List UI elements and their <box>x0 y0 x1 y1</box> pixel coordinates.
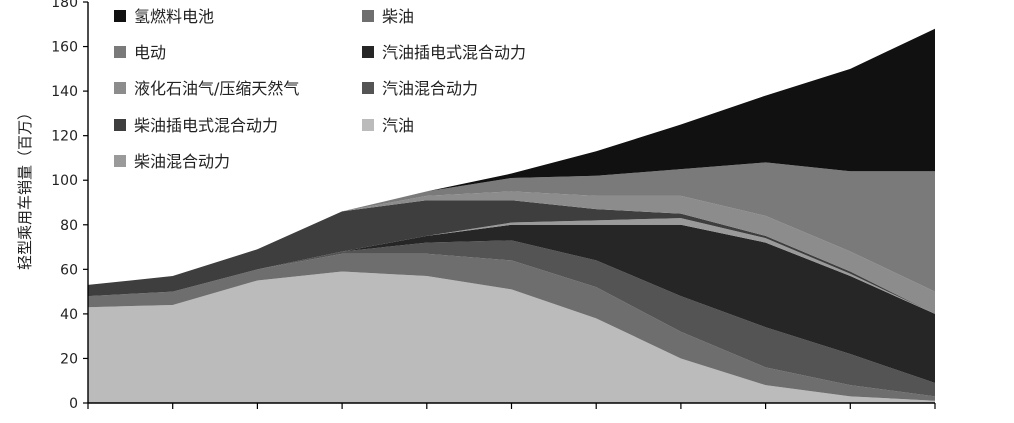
y-tick-label: 120 <box>51 129 78 145</box>
legend-label: 柴油 <box>382 7 414 26</box>
area-series-3 <box>88 224 935 383</box>
y-tick-label: 0 <box>69 396 78 412</box>
legend-label: 汽油插电式混合动力 <box>382 43 526 62</box>
legend-item: 柴油插电式混合动力 <box>114 116 278 135</box>
legend-item: 电动 <box>114 43 166 62</box>
y-tick-label: 160 <box>51 40 78 56</box>
legend-item: 柴油混合动力 <box>114 152 230 171</box>
legend-item: 氢燃料电池 <box>114 7 214 26</box>
area-series-6 <box>88 191 935 314</box>
legend-label: 汽油混合动力 <box>382 79 478 98</box>
legend-item: 汽油插电式混合动力 <box>362 43 526 62</box>
legend-swatch <box>114 10 126 22</box>
legend-swatch <box>114 155 126 167</box>
y-tick-label: 40 <box>60 307 78 323</box>
legend-item: 汽油 <box>362 116 414 135</box>
legend-label: 电动 <box>134 43 166 62</box>
area-series-layer <box>88 28 935 403</box>
legend-swatch <box>114 46 126 58</box>
axes-layer: 0 20 40 60 80 100 120 140 160 180 轻型乘用车销量（百万） <box>16 0 936 412</box>
area-series-8 <box>88 28 935 285</box>
legend-label: 汽油 <box>382 116 414 135</box>
legend-swatch <box>362 46 374 58</box>
y-axis-label: 轻型乘用车销量（百万） <box>16 105 34 270</box>
y-tick-label: 20 <box>60 351 78 367</box>
area-series-0 <box>88 271 935 403</box>
legend-swatch <box>114 119 126 131</box>
y-tick-label: 80 <box>60 218 78 234</box>
legend-swatch <box>362 82 374 94</box>
area-series-5 <box>88 200 935 314</box>
y-tick-label: 100 <box>51 173 78 189</box>
area-series-2 <box>88 240 935 397</box>
area-series-1 <box>88 253 935 401</box>
legend-item: 液化石油气/压缩天然气 <box>114 79 299 98</box>
legend-label: 液化石油气/压缩天然气 <box>134 79 299 98</box>
legend-item: 柴油 <box>362 7 414 26</box>
legend-swatch <box>362 10 374 22</box>
area-series-7 <box>88 162 935 292</box>
legend-label: 柴油混合动力 <box>134 152 230 171</box>
legend-label: 氢燃料电池 <box>134 7 214 26</box>
legend-label: 柴油插电式混合动力 <box>134 116 278 135</box>
legend-swatch <box>114 82 126 94</box>
y-tick-label: 180 <box>51 0 78 11</box>
legend-swatch <box>362 119 374 131</box>
y-tick-label: 60 <box>60 262 78 278</box>
legend-item: 汽油混合动力 <box>362 79 478 98</box>
y-tick-label: 140 <box>51 84 78 100</box>
